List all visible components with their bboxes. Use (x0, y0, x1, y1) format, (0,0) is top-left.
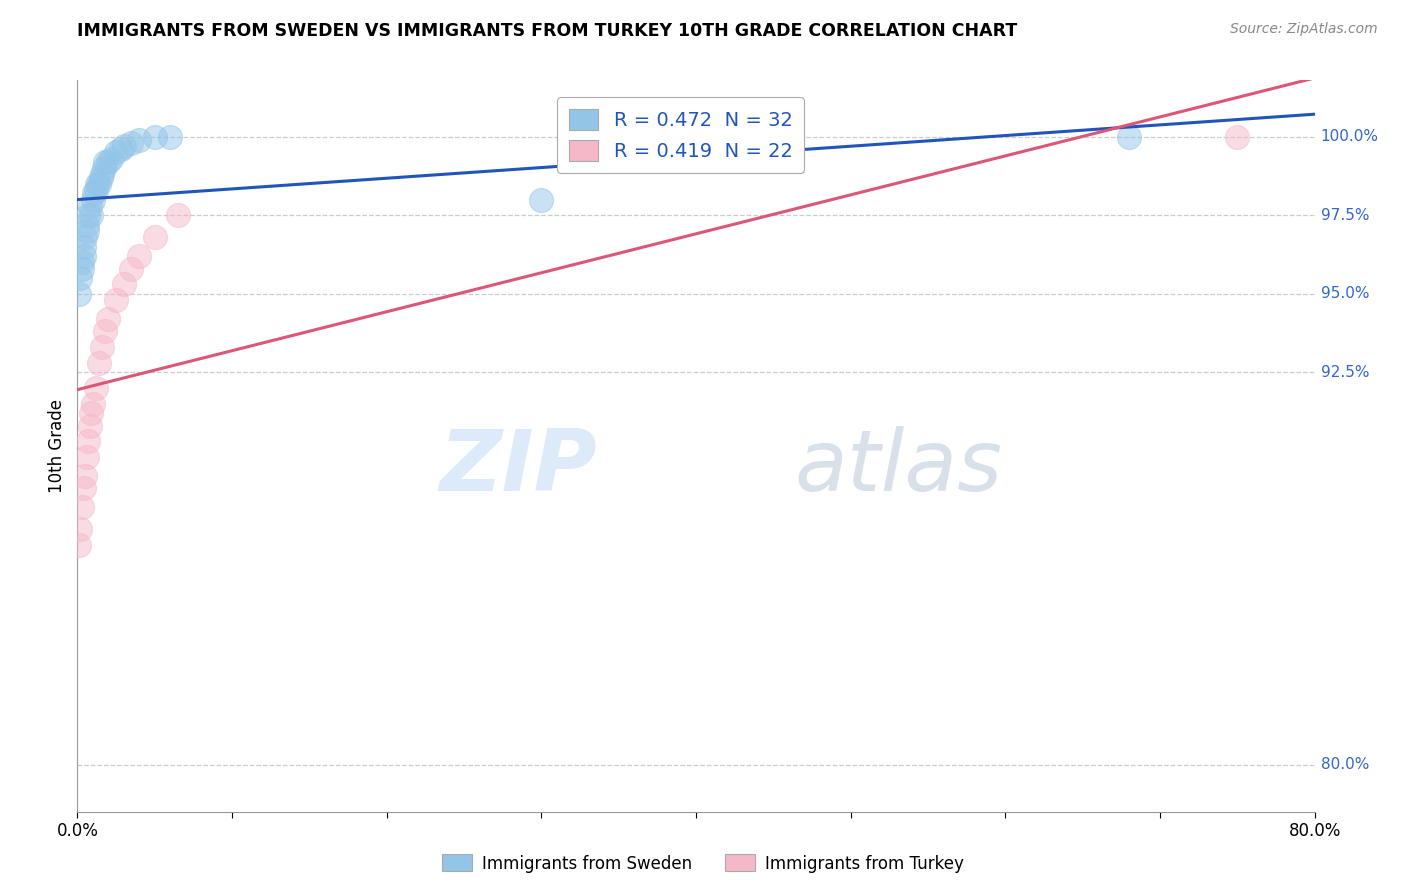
Point (67, 286, 90, 301)
Text: 80.0%: 80.0% (1320, 757, 1369, 772)
Point (91, 340, 114, 354)
Point (76, 224, 98, 238)
Point (93, 161, 115, 176)
Point (80, 406, 103, 420)
Point (82, 193, 104, 207)
Point (128, 249, 150, 263)
Point (94, 325, 117, 339)
Point (75, 468, 96, 483)
Point (87, 177, 110, 191)
Y-axis label: 10th Grade: 10th Grade (48, 399, 66, 493)
Point (530, 193, 553, 207)
Point (1226, 129, 1249, 144)
Point (84, 183, 107, 197)
Point (143, 129, 166, 144)
Point (79, 418, 101, 433)
Point (69, 271, 91, 285)
Point (1118, 129, 1140, 144)
Point (97, 155, 120, 169)
Point (112, 139, 135, 153)
Text: Source: ZipAtlas.com: Source: ZipAtlas.com (1230, 22, 1378, 37)
Point (121, 261, 143, 276)
Legend: R = 0.472  N = 32, R = 0.419  N = 22: R = 0.472 N = 32, R = 0.419 N = 22 (557, 97, 804, 173)
Text: IMMIGRANTS FROM SWEDEN VS IMMIGRANTS FROM TURKEY 10TH GRADE CORRELATION CHART: IMMIGRANTS FROM SWEDEN VS IMMIGRANTS FRO… (77, 22, 1018, 40)
Point (83, 186, 105, 201)
Point (76, 450, 98, 464)
Point (90, 170, 111, 185)
Point (105, 293, 127, 307)
Point (72, 240, 94, 254)
Legend: Immigrants from Sweden, Immigrants from Turkey: Immigrants from Sweden, Immigrants from … (436, 847, 970, 880)
Point (159, 129, 181, 144)
Point (86, 177, 108, 191)
Point (87, 356, 110, 370)
Text: atlas: atlas (794, 426, 1002, 509)
Point (72, 482, 94, 496)
Point (105, 145, 127, 160)
Text: 100.0%: 100.0% (1320, 129, 1379, 145)
Point (69, 522, 91, 536)
Text: ZIP: ZIP (439, 426, 598, 509)
Point (70, 500, 93, 515)
Point (76, 218, 98, 232)
Point (121, 136, 143, 150)
Point (80, 208, 103, 222)
Point (112, 277, 135, 292)
Point (91, 168, 114, 182)
Point (84, 381, 107, 395)
Point (110, 142, 132, 156)
Point (82, 396, 104, 410)
Point (94, 155, 117, 169)
Point (128, 133, 150, 147)
Point (97, 311, 120, 326)
Point (143, 230, 166, 244)
Point (70, 255, 93, 269)
Point (77, 208, 100, 222)
Point (100, 152, 122, 166)
Text: 95.0%: 95.0% (1320, 286, 1369, 301)
Text: 92.5%: 92.5% (1320, 365, 1369, 380)
Text: 97.5%: 97.5% (1320, 208, 1369, 223)
Point (75, 230, 96, 244)
Point (79, 199, 101, 213)
Point (167, 208, 190, 222)
Point (72, 249, 94, 263)
Point (77, 434, 100, 449)
Point (67, 538, 90, 552)
Point (70, 261, 93, 276)
